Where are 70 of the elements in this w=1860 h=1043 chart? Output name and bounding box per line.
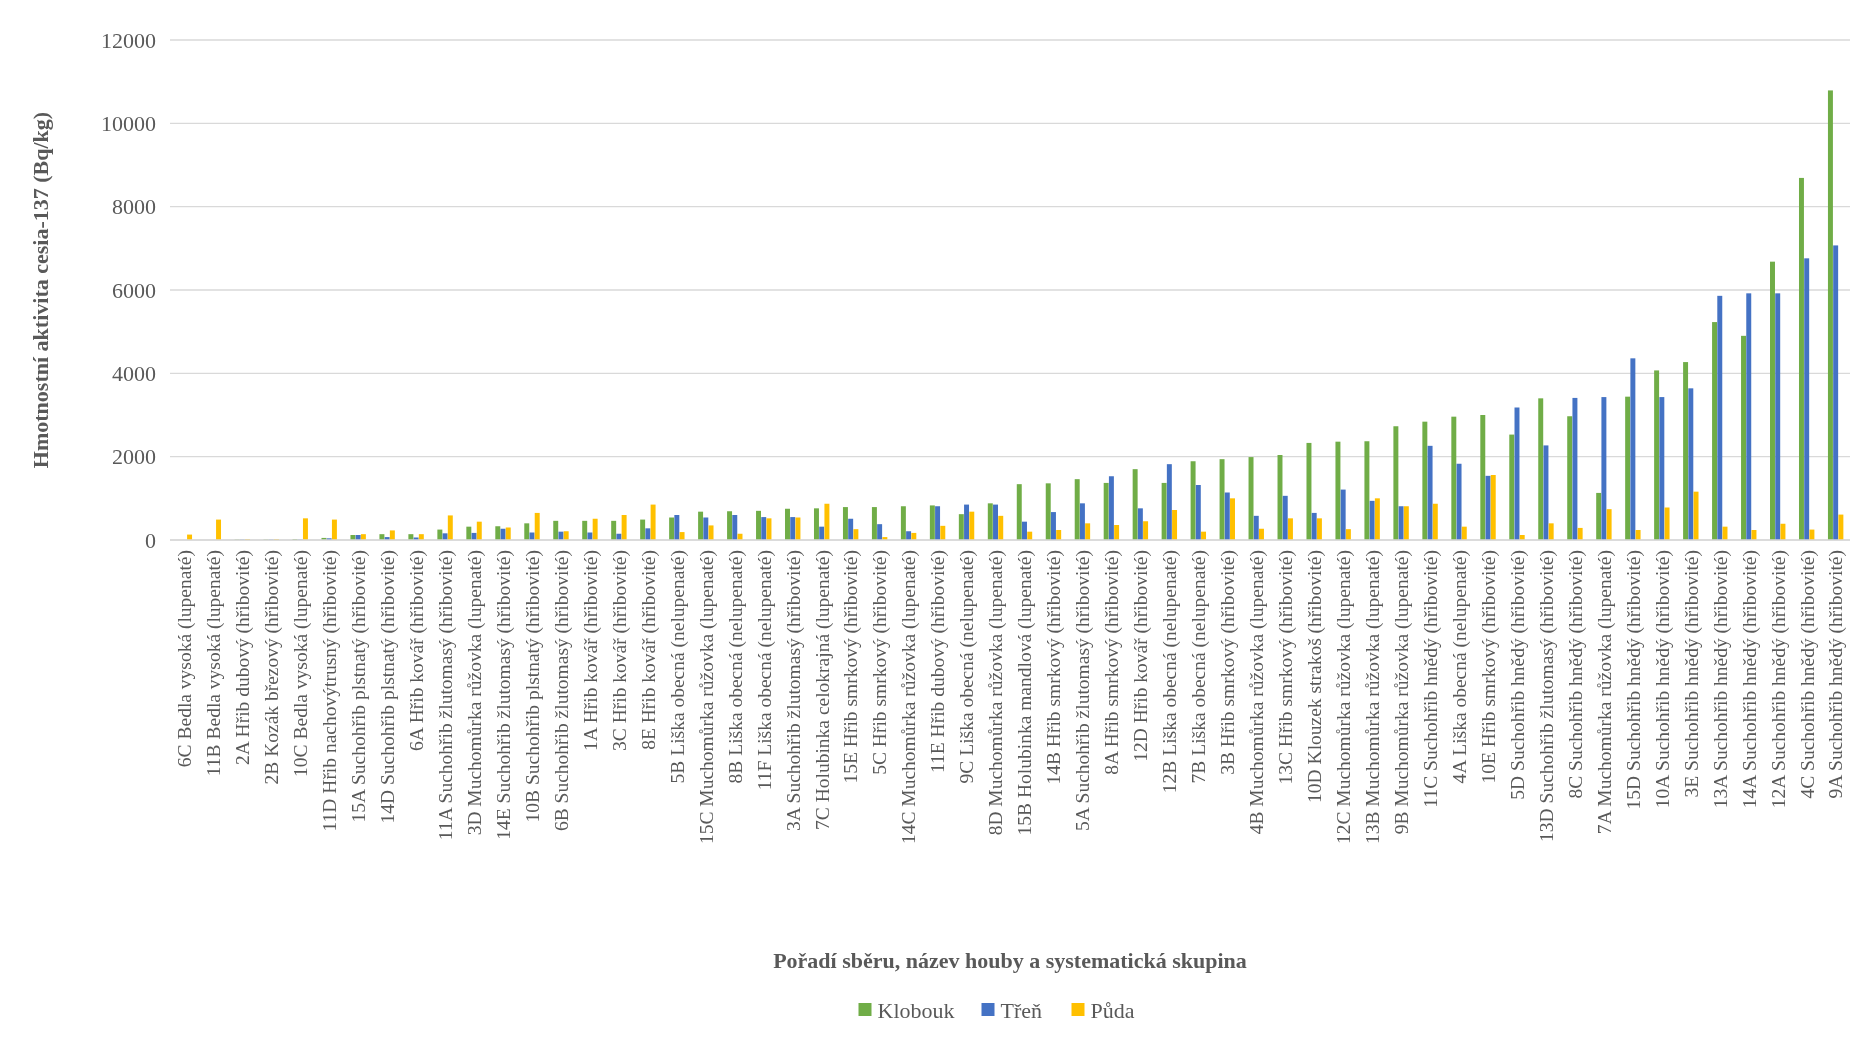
x-tick-label: 8B Liška obecná (nelupenaté) (724, 550, 747, 784)
x-tick-label: 15D Suchohřib hnědý (hřibovité) (1622, 550, 1645, 810)
legend-label: Klobouk (877, 997, 955, 1023)
x-tick-label: 1A Hřib kovář (hřibovité) (579, 550, 602, 751)
x-tick-label: 2A Hřib dubový (hřibovité) (232, 550, 255, 766)
x-tick-label: 3E Suchohřib hnědý (hřibovité) (1680, 550, 1703, 798)
x-tick-label: 8A Hřib smrkový (hřibovité) (1101, 550, 1124, 775)
x-tick-label: 5D Suchohřib hnědý (hřibovité) (1506, 550, 1529, 800)
x-tick-label: 9B Muchomůrka růžovka (lupenaté) (1390, 550, 1413, 835)
x-tick-label: 13D Suchohřib žlutomasý (hřibovité) (1535, 550, 1558, 842)
x-tick-label: 7B Liška obecná (nelupenaté) (1188, 550, 1211, 784)
x-tick-label: 10B Suchohřib plstnatý (hřibovité) (521, 550, 544, 823)
y-tick-label: 6000 (112, 277, 156, 303)
x-tick-label: 5C Hřib smrkový (hřibovité) (869, 550, 892, 775)
x-tick-label: 14B Hřib smrkový (hřibovité) (1043, 550, 1066, 785)
x-tick-label: 11E Hřib dubový (hřibovité) (927, 550, 950, 773)
x-tick-label: 11B Bedla vysoká (lupenaté) (203, 550, 226, 777)
x-tick-label: 15A Suchohřib plstnatý (hřibovité) (347, 550, 370, 823)
x-tick-label: 3B Hřib smrkový (hřibovité) (1217, 550, 1240, 775)
x-axis-title: Pořadí sběru, název houby a systematická skupina (773, 948, 1247, 973)
y-tick-label: 12000 (101, 27, 156, 53)
y-tick-label: 10000 (101, 111, 156, 137)
x-tick-label: 10E Hřib smrkový (hřibovité) (1477, 550, 1500, 784)
x-tick-label: 13C Hřib smrkový (hřibovité) (1275, 550, 1298, 785)
x-tick-label: 6C Bedla vysoká (lupenaté) (174, 550, 197, 768)
x-tick-label: 6B Suchohřib žlutomasý (hřibovité) (550, 550, 573, 832)
x-tick-label: 9A Suchohřib hnědý (hřibovité) (1825, 550, 1848, 799)
y-tick-label: 0 (145, 527, 156, 553)
x-tick-label: 11A Suchohřib žlutomasý (hřibovité) (434, 550, 457, 841)
y-tick-label: 4000 (112, 361, 156, 387)
x-tick-label: 11D Hřib nachovýtrusný (hřibovité) (319, 550, 342, 832)
x-tick-label: 13A Suchohřib hnědý (hřibovité) (1709, 550, 1732, 809)
x-tick-label: 5A Suchohřib žlutomasý (hřibovité) (1072, 550, 1095, 832)
x-tick-label: 14E Suchohřib žlutomasý (hřibovité) (492, 550, 515, 840)
x-tick-label: 12B Liška obecná (nelupenaté) (1159, 550, 1182, 794)
x-tick-label: 11F Liška obecná (nelupenaté) (753, 550, 776, 791)
x-tick-label: 10D Klouzek strakoš (hřibovité) (1304, 550, 1327, 803)
legend-label: Půda (1090, 997, 1135, 1023)
x-tick-label: 11C Suchohřib hnědý (hřibovité) (1419, 550, 1442, 808)
x-tick-label: 8E Hřib kovář (hřibovité) (637, 550, 660, 750)
x-tick-label: 14A Suchohřib hnědý (hřibovité) (1738, 550, 1761, 809)
x-tick-label: 5B Liška obecná (nelupenaté) (666, 550, 689, 784)
legend-label: Třeň (1000, 997, 1043, 1023)
x-tick-label: 7C Holubinka celokrajná (lupenaté) (811, 550, 834, 830)
x-tick-label: 12C Muchomůrka růžovka (lupenaté) (1332, 550, 1355, 845)
y-tick-label: 8000 (112, 194, 156, 220)
x-tick-label: 3A Suchohřib žlutomasý (hřibovité) (782, 550, 805, 832)
x-tick-label: 4B Muchomůrka růžovka (lupenaté) (1246, 550, 1269, 835)
x-tick-label: 10C Bedla vysoká (lupenaté) (290, 550, 313, 777)
x-tick-label: 10A Suchohřib hnědý (hřibovité) (1651, 550, 1674, 809)
x-tick-label: 4C Suchohřib hnědý (hřibovité) (1796, 550, 1819, 799)
x-tick-label: 15C Muchomůrka růžovka (lupenaté) (695, 550, 718, 845)
x-tick-label: 15E Hřib smrkový (hřibovité) (840, 550, 863, 784)
x-tick-label: 7A Muchomůrka růžovka (lupenaté) (1593, 550, 1616, 835)
x-tick-label: 6A Hřib kovář (hřibovité) (405, 550, 428, 751)
x-tick-label: 2B Kozák březový (hřibovité) (261, 550, 284, 785)
x-tick-label: 4A Liška obecná (nelupenaté) (1448, 550, 1471, 784)
x-tick-label: 14C Muchomůrka růžovka (lupenaté) (898, 550, 921, 845)
x-tick-label: 9C Liška obecná (nelupenaté) (956, 550, 979, 784)
x-tick-label: 3D Muchomůrka růžovka (lupenaté) (463, 550, 486, 836)
x-tick-label: 12D Hřib kovář (hřibovité) (1130, 550, 1153, 762)
x-tick-label: 8D Muchomůrka růžovka (lupenaté) (985, 550, 1008, 836)
x-tick-label: 8C Suchohřib hnědý (hřibovité) (1564, 550, 1587, 799)
x-tick-label: 3C Hřib kovář (hřibovité) (608, 550, 631, 751)
y-axis-title: Hmotnostní aktivita cesia-137 (Bq/kg) (28, 111, 53, 469)
x-tick-label: 12A Suchohřib hnědý (hřibovité) (1767, 550, 1790, 809)
y-tick-label: 2000 (112, 444, 156, 470)
x-tick-label: 15B Holubinka mandlová (lupenaté) (1014, 550, 1037, 836)
x-tick-label: 13B Muchomůrka růžovka (lupenaté) (1361, 550, 1384, 845)
x-tick-label: 14D Suchohřib plstnatý (hřibovité) (376, 550, 399, 824)
